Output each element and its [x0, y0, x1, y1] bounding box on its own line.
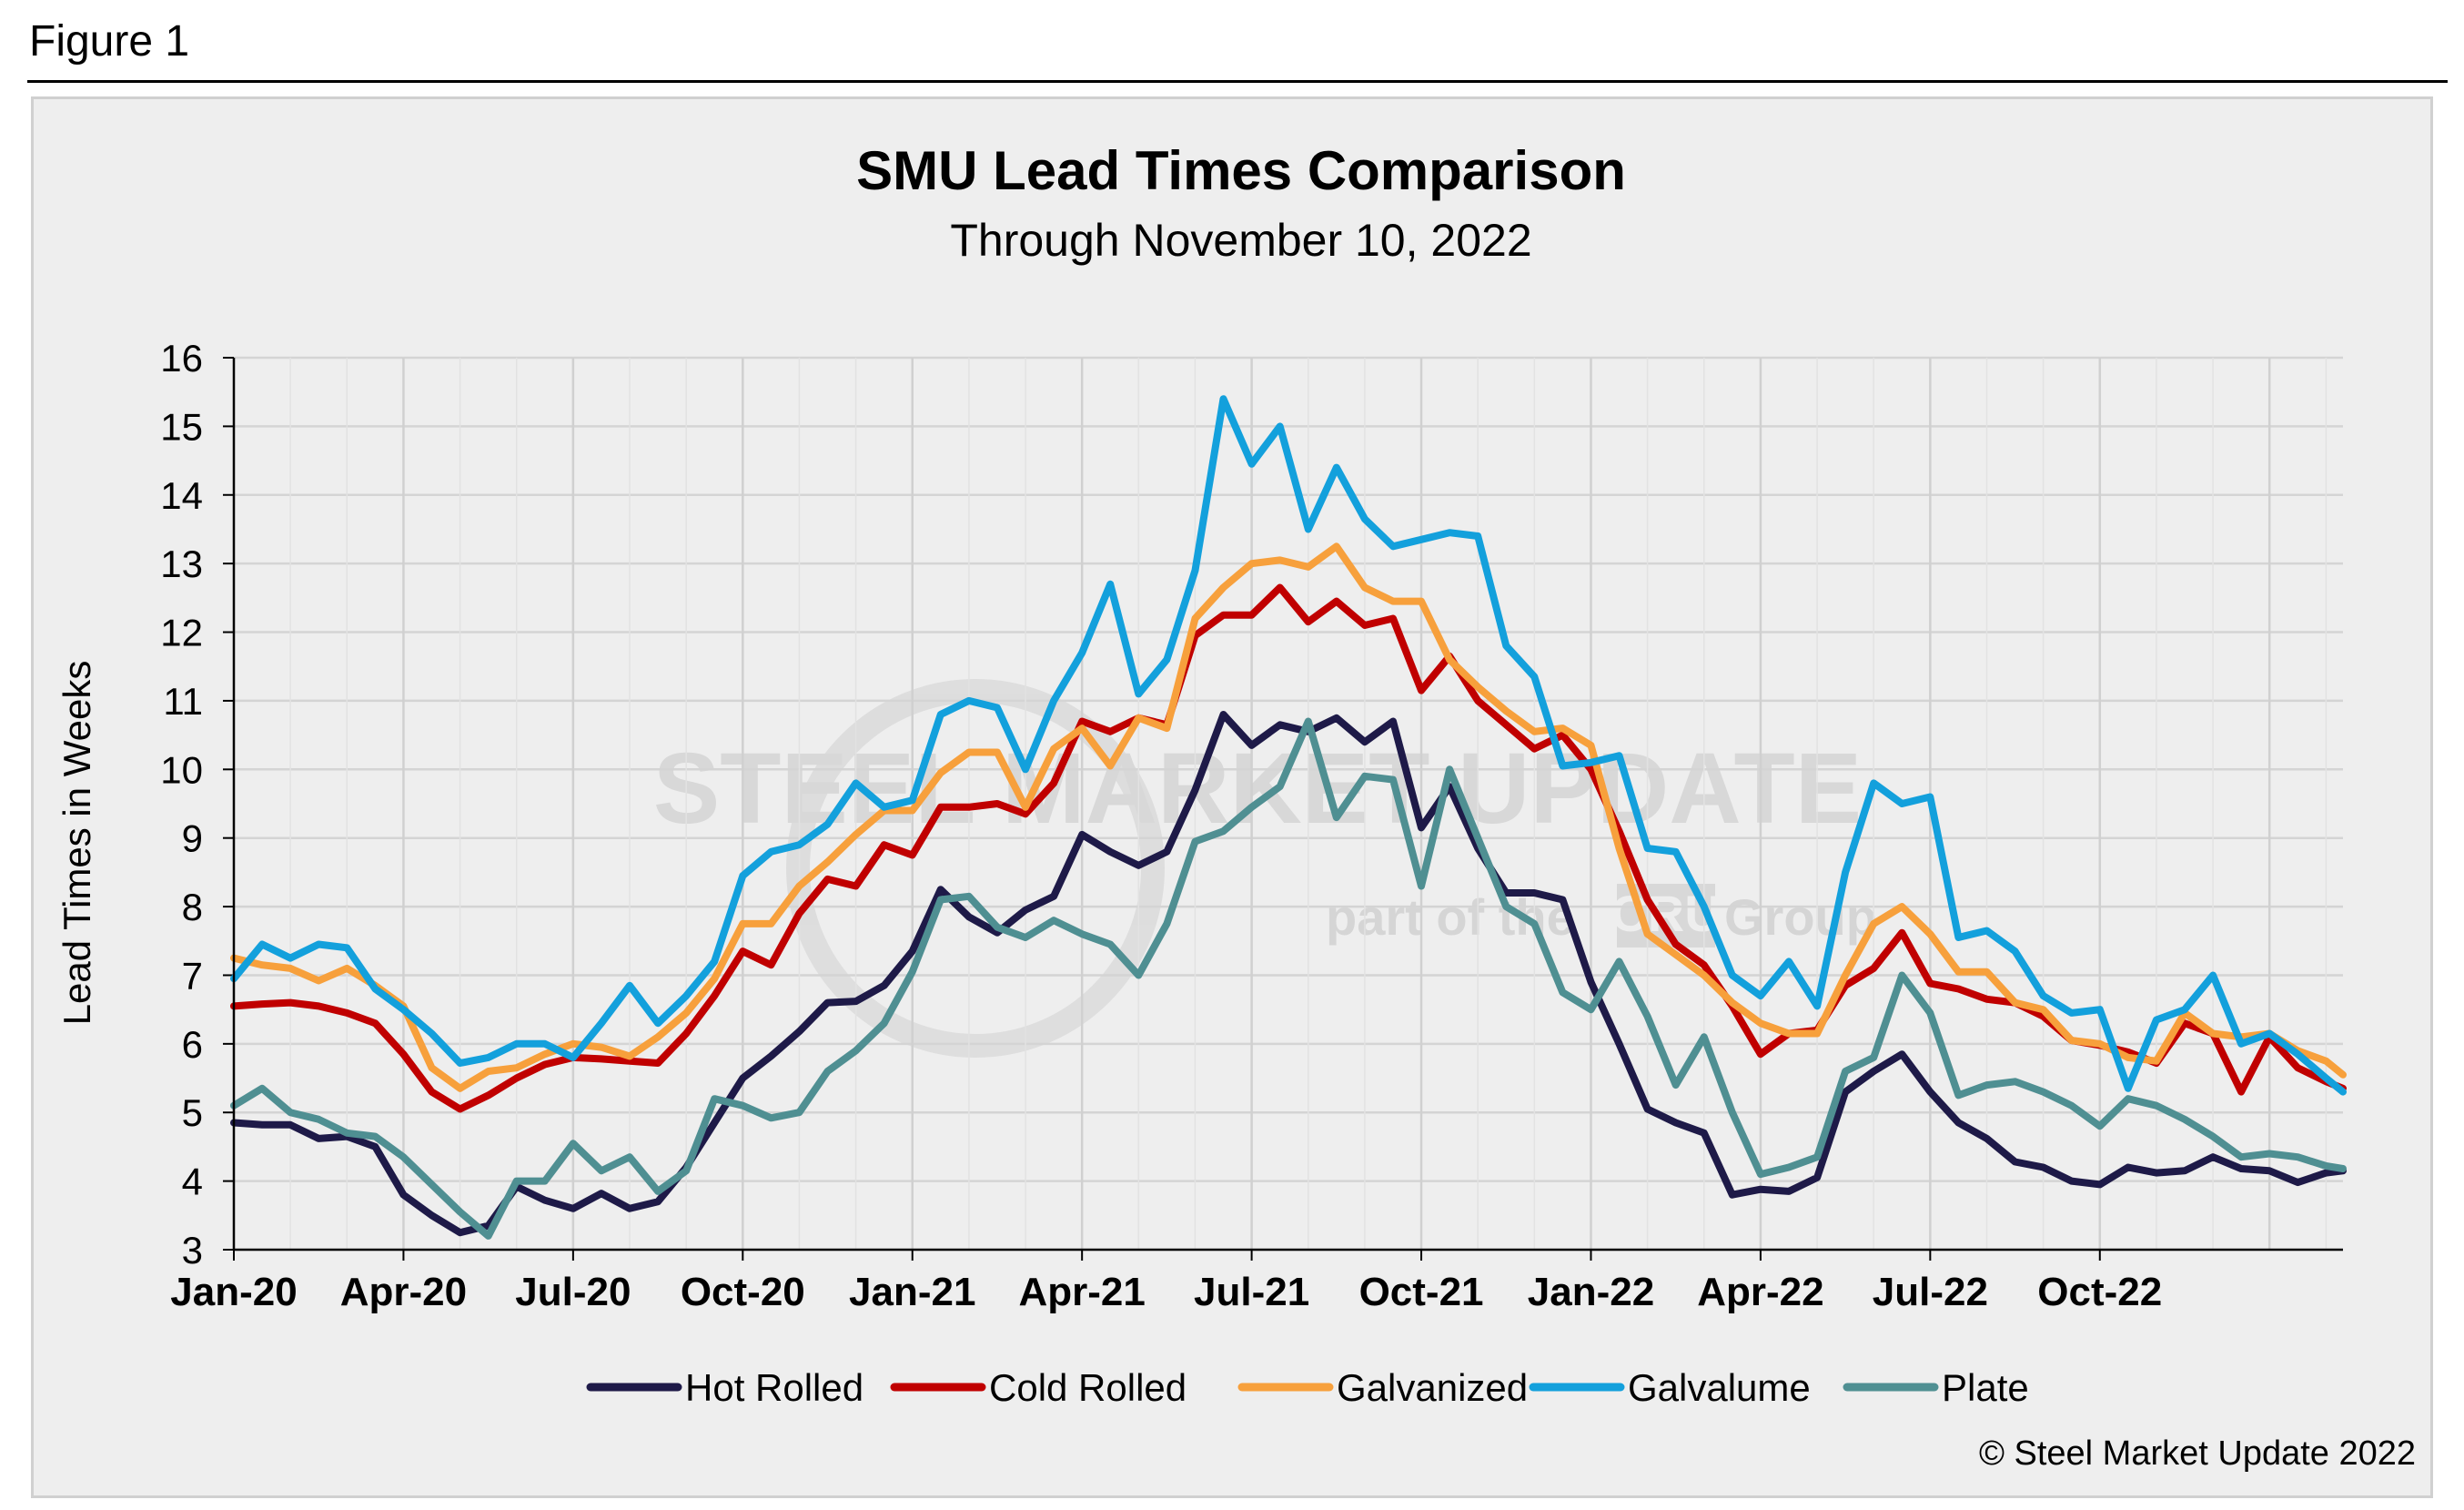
y-tick-label: 8 — [182, 886, 203, 928]
copyright-note: © Steel Market Update 2022 — [1979, 1434, 2416, 1473]
y-tick-label: 16 — [160, 337, 203, 380]
x-tick-label: Jan-22 — [1528, 1270, 1654, 1314]
y-tick-label: 4 — [182, 1160, 203, 1203]
x-tick-label: Oct-20 — [681, 1270, 805, 1314]
figure-label: Figure 1 — [29, 17, 190, 66]
series-line-cold-rolled — [230, 583, 2347, 1113]
legend-label-galvanized: Galvanized — [1337, 1366, 1528, 1409]
y-axis-label: Lead Times in Weeks — [56, 661, 98, 1026]
x-tick-label: Apr-20 — [340, 1270, 467, 1314]
legend-label-cold-rolled: Cold Rolled — [989, 1366, 1187, 1409]
series-line-galvalume — [230, 395, 2347, 1096]
x-tick-label: Apr-21 — [1018, 1270, 1145, 1314]
y-tick-label: 13 — [160, 542, 203, 585]
series-line-hot-rolled — [230, 711, 2347, 1237]
y-tick-label: 15 — [160, 405, 203, 448]
y-tick-label: 12 — [160, 612, 203, 654]
axes — [232, 358, 2343, 1252]
y-tick-label: 14 — [160, 474, 203, 517]
x-tick-label: Jul-20 — [515, 1270, 631, 1314]
y-tick-label: 6 — [182, 1023, 203, 1066]
watermark-brand: STEEL MARKET UPDATE — [653, 733, 1862, 845]
line-chart: STEEL MARKET UPDATE part of the CRU Grou… — [56, 140, 2416, 1473]
y-axis-ticks: 3 4 5 6 7 8 9 10 11 12 13 14 15 16 — [160, 337, 234, 1272]
legend-label-hot-rolled: Hot Rolled — [685, 1366, 863, 1409]
y-tick-label: 7 — [182, 954, 203, 997]
y-tick-label: 10 — [160, 748, 203, 791]
x-tick-label: Oct-21 — [1359, 1270, 1484, 1314]
x-axis-ticks: Jan-20 Apr-20 Jul-20 Oct-20 Jan-21 Apr-21 Jul-… — [170, 1250, 2162, 1314]
y-tick-label: 9 — [182, 817, 203, 860]
legend: Hot Rolled Cold Rolled Galvanized Galvalume… — [586, 1366, 2029, 1409]
watermark: STEEL MARKET UPDATE part of the CRU Grou… — [653, 679, 1877, 1058]
x-tick-label: Jul-21 — [1194, 1270, 1309, 1314]
legend-label-galvalume: Galvalume — [1628, 1366, 1811, 1409]
chart-panel: STEEL MARKET UPDATE part of the CRU Grou… — [31, 96, 2433, 1498]
chart-subtitle: Through November 10, 2022 — [950, 215, 1531, 266]
y-tick-label: 5 — [182, 1091, 203, 1134]
legend-label-plate: Plate — [1942, 1366, 2029, 1409]
series-lines — [230, 395, 2347, 1240]
x-tick-label: Apr-22 — [1697, 1270, 1823, 1314]
watermark-tagline-start: part of the — [1326, 888, 1575, 946]
figure-divider — [27, 80, 2448, 83]
y-tick-label: 3 — [182, 1229, 203, 1272]
x-tick-label: Jan-21 — [849, 1270, 975, 1314]
series-line-plate — [230, 717, 2347, 1240]
x-tick-label: Jan-20 — [170, 1270, 297, 1314]
watermark-tagline-end: Group — [1724, 888, 1877, 946]
x-tick-label: Jul-22 — [1873, 1270, 1988, 1314]
y-tick-label: 11 — [163, 680, 203, 723]
chart-title: SMU Lead Times Comparison — [856, 140, 1626, 201]
x-tick-label: Oct-22 — [2037, 1270, 2162, 1314]
